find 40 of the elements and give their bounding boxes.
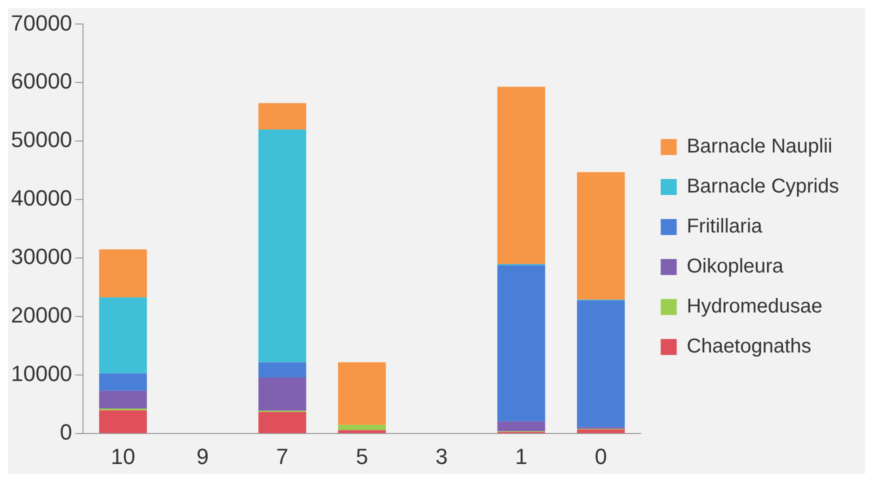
bar bbox=[99, 249, 147, 298]
legend-label: Barnacle Nauplii bbox=[686, 136, 832, 158]
bar bbox=[258, 103, 306, 130]
x-tick-label: 10 bbox=[110, 444, 136, 469]
x-tick-label: 5 bbox=[356, 444, 368, 469]
legend-label: Chaetognaths bbox=[686, 336, 812, 358]
y-tick-label: 0 bbox=[60, 420, 72, 445]
bar bbox=[258, 362, 306, 378]
y-tick-label: 20000 bbox=[10, 302, 72, 328]
bar bbox=[99, 390, 147, 408]
x-tick-label: 1 bbox=[515, 444, 528, 469]
bar bbox=[497, 265, 546, 422]
y-tick-label: 10000 bbox=[10, 361, 72, 386]
y-tick-label: 60000 bbox=[10, 68, 72, 94]
bar bbox=[258, 129, 306, 362]
bar bbox=[99, 373, 147, 391]
bar bbox=[497, 86, 546, 264]
bar bbox=[338, 362, 386, 425]
bar bbox=[576, 300, 625, 428]
bar bbox=[576, 172, 625, 300]
bar bbox=[258, 412, 306, 434]
bar bbox=[99, 297, 147, 374]
legend-label: Fritillaria bbox=[686, 216, 764, 238]
legend-label: Barnacle Cyprids bbox=[686, 176, 840, 198]
y-tick-label: 40000 bbox=[10, 186, 72, 211]
legend-label: Hydromedusae bbox=[686, 296, 822, 318]
legend-label: Oikopleura bbox=[686, 256, 784, 278]
bar bbox=[576, 430, 625, 434]
y-tick-label: 50000 bbox=[10, 127, 72, 152]
bar bbox=[497, 421, 546, 432]
bar bbox=[338, 424, 386, 430]
x-tick-label: 0 bbox=[594, 444, 608, 469]
x-tick-label: 3 bbox=[435, 444, 448, 469]
bar bbox=[99, 410, 147, 434]
y-tick-label: 70000 bbox=[10, 10, 72, 36]
x-tick-label: 7 bbox=[276, 444, 288, 469]
bar bbox=[258, 377, 306, 411]
bar bbox=[338, 430, 386, 434]
y-tick-label: 30000 bbox=[10, 244, 72, 270]
x-tick-label: 9 bbox=[196, 444, 209, 469]
